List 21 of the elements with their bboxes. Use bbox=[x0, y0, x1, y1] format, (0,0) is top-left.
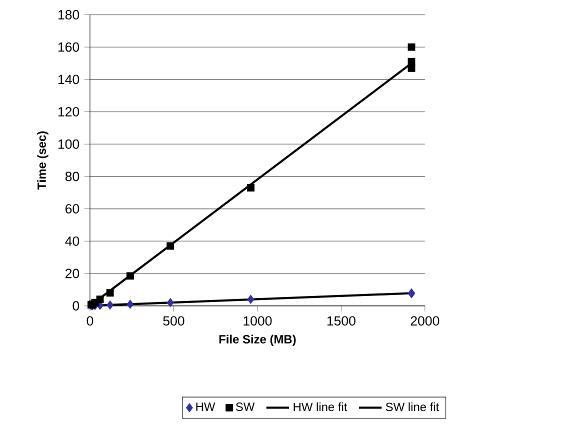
legend-label: SW line fit bbox=[386, 402, 440, 412]
y-tick-label: 100 bbox=[58, 139, 80, 149]
y-tick-label: 160 bbox=[58, 42, 80, 52]
y-tick-label: 20 bbox=[65, 268, 80, 278]
y-tick-label: 180 bbox=[58, 10, 80, 20]
y-tick-label: 80 bbox=[65, 172, 80, 182]
y-axis-title: Time (sec) bbox=[37, 131, 48, 190]
y-tick-label: 140 bbox=[58, 74, 80, 84]
y-tick-label: 0 bbox=[72, 301, 80, 311]
legend-label: HW line fit bbox=[294, 402, 348, 412]
y-tick-label: 40 bbox=[65, 236, 80, 246]
x-tick-label: 500 bbox=[163, 316, 184, 326]
x-tick-label: 1500 bbox=[327, 316, 356, 326]
legend-label: SW bbox=[236, 402, 255, 412]
x-tick-label: 1000 bbox=[244, 316, 272, 326]
y-tick-label: 60 bbox=[65, 204, 80, 214]
legend-label: HW bbox=[196, 402, 216, 411]
x-tick-label: 0 bbox=[86, 316, 94, 326]
x-tick-label: 2000 bbox=[410, 316, 440, 326]
y-tick-label: 120 bbox=[58, 107, 80, 116]
x-axis-title: File Size (MB) bbox=[219, 334, 296, 346]
